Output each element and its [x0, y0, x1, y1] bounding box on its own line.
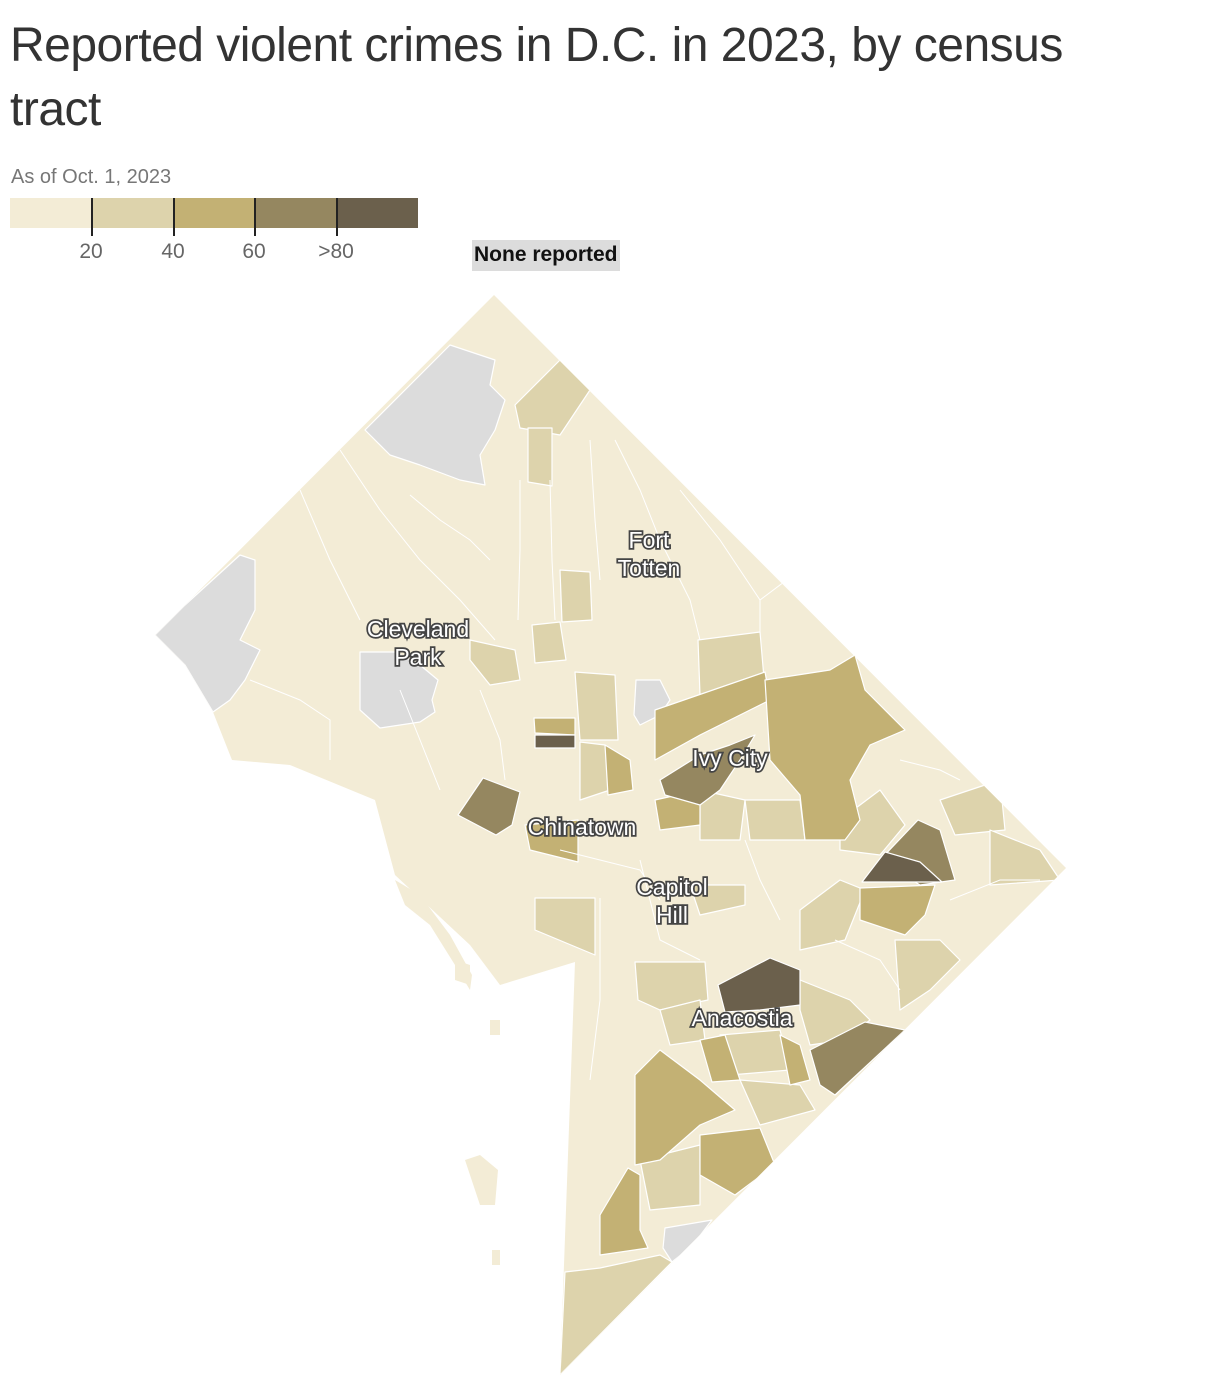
- tract-dark-columbia: [534, 734, 576, 749]
- label-ivy-city: Ivy City: [692, 745, 768, 771]
- tract-petworth-1: [531, 621, 567, 664]
- tract-ivy-city-east: [659, 734, 756, 806]
- tract-outlines: [249, 439, 1040, 1081]
- tract-rock-creek-park: [364, 344, 506, 486]
- legend-label-20: 20: [79, 240, 103, 263]
- legend-label-over-80: >80: [318, 240, 354, 263]
- tract-far-southwest: [559, 1254, 673, 1375]
- tract-north-2: [527, 427, 553, 487]
- tract-anacostia-1: [779, 1034, 811, 1086]
- legend-tick-20: [91, 198, 93, 236]
- tract-congress-heights-2: [739, 1079, 816, 1126]
- tract-trinidad: [744, 799, 806, 841]
- label-capitol-hill-line1: Capitol: [636, 874, 708, 900]
- legend-label-60: 60: [242, 240, 266, 263]
- tract-dark-minnesota-ave: [861, 851, 943, 883]
- tract-far-south: [599, 1167, 649, 1256]
- tract-ivy-city: [654, 671, 771, 761]
- tract-potomac-fragment-2: [465, 1155, 498, 1205]
- legend-swatch-40-60: [173, 198, 255, 228]
- tract-fort-dupont: [839, 789, 906, 856]
- district-boundary: [155, 295, 1066, 1375]
- legend-color-bar: [10, 198, 418, 228]
- label-fort-totten-line2: Totten: [618, 555, 681, 581]
- tract-east-1: [939, 779, 1006, 836]
- tract-columbia-heights: [574, 671, 619, 741]
- legend-swatch-over-80: [336, 198, 418, 228]
- label-chinatown: Chinatown: [528, 814, 637, 840]
- label-cleveland-park-line2: Park: [394, 644, 442, 670]
- legend-swatch-60-80: [254, 198, 337, 228]
- tract-ledroit: [604, 744, 634, 796]
- legend-swatch-0-20: [10, 198, 92, 228]
- tract-north-1: [514, 359, 591, 436]
- label-anacostia: Anacostia: [691, 1005, 792, 1031]
- tract-potomac-fragment-3: [490, 1020, 500, 1035]
- chart-subtitle: As of Oct. 1, 2023: [11, 166, 172, 188]
- tract-south-border: [809, 1021, 906, 1096]
- tract-anacostia-2: [699, 1034, 741, 1083]
- none-reported-key: None reported: [472, 240, 620, 271]
- tract-dark-anacostia: [717, 957, 801, 1013]
- legend-label-40: 40: [161, 240, 185, 263]
- legend-tick-40: [173, 198, 175, 236]
- tract-roosevelt-island: [395, 880, 472, 990]
- label-cleveland-park-line1: Cleveland: [367, 616, 469, 642]
- legend-tick-60: [254, 198, 256, 236]
- color-legend: 20 40 60 >80: [10, 198, 418, 268]
- tract-potomac-fragment-4: [492, 1250, 500, 1265]
- tract-mt-pleasant: [469, 639, 521, 686]
- chart-title: Reported violent crimes in D.C. in 2023,…: [10, 19, 1063, 136]
- tract-marshall-heights: [894, 939, 961, 1011]
- tract-mid-adams: [533, 717, 576, 736]
- label-capitol-hill-line2: Hill: [656, 902, 688, 928]
- tract-foggy-bottom: [457, 777, 521, 836]
- tract-benning: [799, 879, 866, 951]
- tract-capitol-hill-east: [689, 884, 746, 916]
- legend-tick-80: [336, 198, 338, 236]
- tract-potomac-fragment-1: [455, 960, 470, 985]
- label-fort-totten-line1: Fort: [629, 527, 671, 553]
- tract-brightwood: [559, 569, 593, 623]
- tract-south-central: [634, 1049, 736, 1166]
- tract-cleveland-park-open: [359, 651, 439, 729]
- legend-swatch-20-40: [91, 198, 174, 228]
- tract-deanwood: [859, 884, 936, 936]
- tract-navy-yard: [534, 897, 596, 956]
